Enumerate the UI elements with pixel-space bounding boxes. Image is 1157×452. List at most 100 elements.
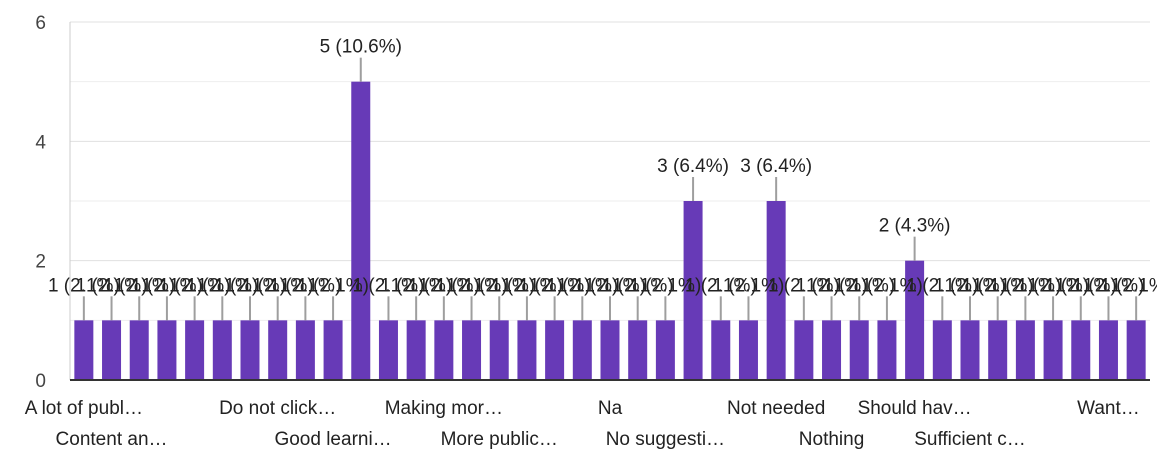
data-label: 1 (2.1%) xyxy=(574,275,646,296)
bar xyxy=(462,320,482,380)
data-label: 1 (2.1%) xyxy=(131,275,203,296)
bar xyxy=(683,201,703,380)
x-category-label: Sufficient c… xyxy=(914,429,1026,450)
data-label: 1 (2.1%) xyxy=(436,275,508,296)
axes: 0 2 4 6 A lot of publ… Content an… Do not clic… xyxy=(25,13,1150,450)
x-category-label: No suggesti… xyxy=(606,429,725,450)
data-label: 1 (2.1%) xyxy=(491,275,563,296)
data-label: 1 (2.1%) xyxy=(1100,275,1157,296)
data-label: 1 (2.1%) xyxy=(353,275,425,296)
x-category-label: Want… xyxy=(1077,398,1140,419)
y-tick-label: 6 xyxy=(35,13,46,34)
bar xyxy=(74,320,94,380)
bar xyxy=(212,320,232,380)
x-category-label: Do not click… xyxy=(219,398,336,419)
data-label: 1 (2.1%) xyxy=(906,275,978,296)
bar xyxy=(932,320,952,380)
data-label: 1 (2.1%) xyxy=(186,275,258,296)
data-label: 1 (2.1%) xyxy=(48,275,120,296)
bar xyxy=(517,320,537,380)
data-label: 1 (2.1%) xyxy=(851,275,923,296)
data-label: 5 (10.6%) xyxy=(320,37,402,58)
bar xyxy=(129,320,149,380)
bars xyxy=(74,81,1146,381)
data-label: 1 (2.1%) xyxy=(269,275,341,296)
data-label: 1 (2.1%) xyxy=(768,275,840,296)
bar xyxy=(545,320,565,380)
data-label: 1 (2.1%) xyxy=(76,275,148,296)
bar xyxy=(849,320,869,380)
bar xyxy=(600,320,620,380)
data-label: 1 (2.1%) xyxy=(962,275,1034,296)
bar xyxy=(434,320,454,380)
data-label: 1 (2.1%) xyxy=(159,275,231,296)
bar xyxy=(185,320,205,380)
x-category-label: Nothing xyxy=(799,429,865,450)
data-label: 1 (2.1%) xyxy=(1017,275,1089,296)
bar xyxy=(489,320,509,380)
data-label: 1 (2.1%) xyxy=(408,275,480,296)
data-label: 1 (2.1%) xyxy=(629,275,701,296)
x-category-label: Should hav… xyxy=(858,398,972,419)
bar xyxy=(1015,320,1035,380)
bar xyxy=(822,320,842,380)
bar xyxy=(711,320,731,380)
bar xyxy=(960,320,980,380)
x-category-label: Making mor… xyxy=(385,398,503,419)
data-label: 1 (2.1%) xyxy=(796,275,868,296)
y-tick-label: 2 xyxy=(35,252,46,273)
data-label: 1 (2.1%) xyxy=(463,275,535,296)
bar xyxy=(738,320,758,380)
bar xyxy=(572,320,592,380)
y-tick-label: 4 xyxy=(35,132,46,153)
data-label: 1 (2.1%) xyxy=(103,275,175,296)
data-label: 1 (2.1%) xyxy=(519,275,591,296)
data-labels: 1 (2.1%)1 (2.1%)1 (2.1%)1 (2.1%)1 (2.1%)… xyxy=(48,37,1157,321)
bar xyxy=(1043,320,1063,380)
data-label: 2 (4.3%) xyxy=(879,216,951,237)
bar xyxy=(378,320,398,380)
x-category-label: Not needed xyxy=(727,398,825,419)
bar xyxy=(988,320,1008,380)
data-label: 1 (2.1%) xyxy=(546,275,618,296)
data-label: 1 (2.1%) xyxy=(380,275,452,296)
data-label: 1 (2.1%) xyxy=(602,275,674,296)
data-label: 3 (6.4%) xyxy=(740,156,812,177)
bar xyxy=(102,320,122,380)
bar xyxy=(628,320,648,380)
bar xyxy=(905,260,925,380)
data-label: 1 (2.1%) xyxy=(685,275,757,296)
data-label: 1 (2.1%) xyxy=(934,275,1006,296)
x-category-label: Content an… xyxy=(56,429,168,450)
bar xyxy=(1098,320,1118,380)
bar xyxy=(323,320,343,380)
bar xyxy=(268,320,288,380)
data-label: 1 (2.1%) xyxy=(242,275,314,296)
data-label: 1 (2.1%) xyxy=(297,275,369,296)
data-label: 1 (2.1%) xyxy=(214,275,286,296)
bar xyxy=(351,81,371,381)
bar xyxy=(766,201,786,380)
x-category-label: Na xyxy=(598,398,623,419)
x-category-label: Good learni… xyxy=(274,429,391,450)
x-category-label: A lot of publ… xyxy=(25,398,143,419)
bar xyxy=(794,320,814,380)
x-category-label: More public… xyxy=(441,429,558,450)
bar xyxy=(406,320,426,380)
data-label: 1 (2.1%) xyxy=(989,275,1061,296)
y-tick-label: 0 xyxy=(35,371,46,392)
bar xyxy=(1071,320,1091,380)
bar xyxy=(240,320,260,380)
bar xyxy=(655,320,675,380)
bar xyxy=(877,320,897,380)
bar xyxy=(157,320,177,380)
data-label: 1 (2.1%) xyxy=(713,275,785,296)
data-label: 3 (6.4%) xyxy=(657,156,729,177)
data-label: 1 (2.1%) xyxy=(823,275,895,296)
data-label: 1 (2.1%) xyxy=(1073,275,1145,296)
data-label: 1 (2.1%) xyxy=(1045,275,1117,296)
bar xyxy=(1126,320,1146,380)
bar xyxy=(295,320,315,380)
